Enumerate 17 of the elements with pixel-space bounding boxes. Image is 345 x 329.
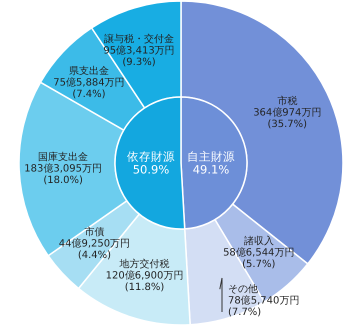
data-label: 58億6,544万円 (5.7%) bbox=[223, 246, 294, 270]
slice-label: 譲与税・交付金 bbox=[104, 33, 174, 45]
data-label: 78億5,740万円 (7.7%) bbox=[228, 294, 300, 318]
data-label: 183億3,095万円 (18.0%) bbox=[24, 162, 102, 186]
slice-label: 国庫支出金 bbox=[38, 151, 88, 164]
slice-label: 県支出金 bbox=[68, 65, 109, 78]
slice-label: 市税 bbox=[277, 94, 298, 107]
data-label: 75億5,884万円 (7.4%) bbox=[53, 76, 125, 100]
data-label: 120億6,900万円 (11.8%) bbox=[106, 270, 184, 294]
data-label: 364億974万円 (35.7%) bbox=[253, 106, 322, 130]
data-label: 49.1% bbox=[192, 162, 230, 177]
slice-label: 市債 bbox=[84, 226, 104, 238]
slice-label: 諸収入 bbox=[244, 234, 274, 247]
data-label: 50.9% bbox=[132, 162, 170, 177]
slice-label: 自主財源 bbox=[187, 149, 235, 164]
slice-label: その他 bbox=[228, 283, 258, 295]
slice-label: 依存財源 bbox=[127, 149, 175, 164]
